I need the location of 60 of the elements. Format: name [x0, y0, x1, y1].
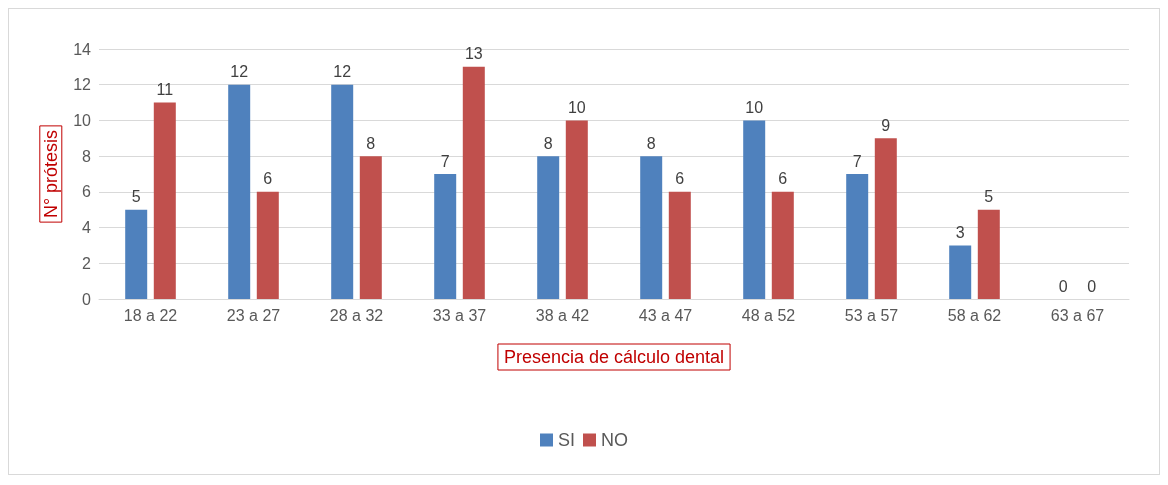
data-label: 0 [1087, 277, 1097, 295]
y-tick-label: 14 [73, 40, 92, 58]
bar [949, 245, 972, 299]
data-label: 11 [156, 81, 174, 99]
data-label: 10 [567, 98, 586, 116]
y-axis-title: N° prótesis [40, 129, 61, 219]
data-label: 8 [543, 134, 553, 152]
bar [771, 191, 794, 299]
data-label: 8 [366, 134, 376, 152]
data-label: 7 [440, 152, 450, 170]
data-label: 7 [852, 152, 862, 170]
y-tick-label: 6 [82, 183, 92, 201]
data-label: 6 [778, 170, 788, 188]
legend-label: NO [601, 430, 628, 450]
bar [125, 209, 148, 299]
x-tick-label: 23 a 27 [226, 306, 281, 324]
y-tick-label: 12 [73, 76, 92, 94]
bar [153, 102, 176, 299]
data-label: 3 [955, 223, 965, 241]
x-tick-label: 18 a 22 [123, 306, 178, 324]
data-label: 10 [745, 98, 764, 116]
bar [462, 66, 485, 299]
data-label: 12 [333, 63, 352, 81]
x-tick-label: 63 a 67 [1050, 306, 1105, 324]
x-tick-label: 48 a 52 [741, 306, 796, 324]
data-label: 12 [230, 63, 249, 81]
x-tick-label: 58 a 62 [947, 306, 1002, 324]
data-label: 9 [881, 116, 891, 134]
bar [228, 84, 251, 299]
x-tick-label: 33 a 37 [432, 306, 487, 324]
y-tick-label: 8 [82, 147, 92, 165]
x-tick-label: 28 a 32 [329, 306, 384, 324]
bar [977, 209, 1000, 299]
bar [668, 191, 691, 299]
x-tick-label: 38 a 42 [535, 306, 590, 324]
bar [743, 120, 766, 299]
data-label: 5 [131, 188, 141, 206]
bar [359, 156, 382, 299]
bar [640, 156, 663, 299]
bar [434, 174, 457, 299]
y-tick-label: 2 [82, 254, 92, 272]
bar [256, 191, 279, 299]
data-label: 0 [1058, 277, 1068, 295]
y-tick-label: 0 [82, 290, 92, 308]
data-label: 6 [675, 170, 685, 188]
bar [874, 138, 897, 299]
bar [565, 120, 588, 299]
data-label: 6 [263, 170, 273, 188]
x-tick-label: 53 a 57 [844, 306, 899, 324]
data-label: 5 [984, 188, 994, 206]
bar [537, 156, 560, 299]
bar [846, 174, 869, 299]
bar [331, 84, 354, 299]
x-tick-label: 43 a 47 [638, 306, 693, 324]
y-tick-label: 10 [73, 111, 92, 129]
y-tick-label: 4 [82, 219, 92, 237]
data-label: 13 [464, 45, 483, 63]
legend-label: SI [558, 430, 576, 450]
data-label: 8 [646, 134, 656, 152]
x-axis-title: Presencia de cálculo dental [503, 347, 725, 367]
